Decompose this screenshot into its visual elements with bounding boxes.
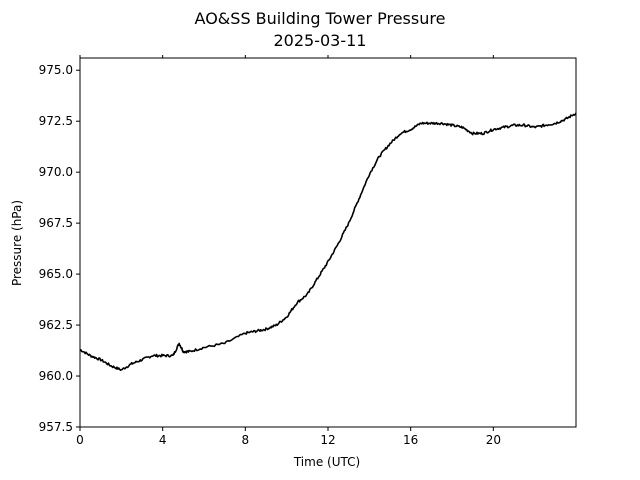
x-tick-label: 8	[242, 433, 250, 447]
y-tick-label: 967.5	[39, 216, 73, 230]
y-axis-ticks: 957.5 960.0 962.5 965.0 967.5 970.0 972.5 975.0	[39, 63, 80, 434]
y-tick-label: 960.0	[39, 369, 73, 383]
x-tick-label: 20	[486, 433, 501, 447]
chart-subtitle: 2025-03-11	[274, 31, 367, 50]
y-tick-label: 965.0	[39, 267, 73, 281]
pressure-line	[79, 112, 577, 371]
x-tick-label: 4	[159, 433, 167, 447]
y-axis-label: Pressure (hPa)	[10, 200, 24, 286]
x-tick-label: 16	[403, 433, 418, 447]
x-tick-label: 0	[76, 433, 84, 447]
plot-frame	[79, 57, 577, 428]
y-tick-label: 962.5	[39, 318, 73, 332]
y-tick-label: 957.5	[39, 420, 73, 434]
x-tick-label: 12	[320, 433, 335, 447]
x-axis-ticks: 0 4 8 12 16 20	[76, 55, 501, 447]
y-tick-label: 975.0	[39, 63, 73, 77]
chart-title: AO&SS Building Tower Pressure	[195, 9, 446, 28]
x-axis-label: Time (UTC)	[293, 455, 360, 469]
y-tick-label: 972.5	[39, 114, 73, 128]
y-tick-label: 970.0	[39, 165, 73, 179]
